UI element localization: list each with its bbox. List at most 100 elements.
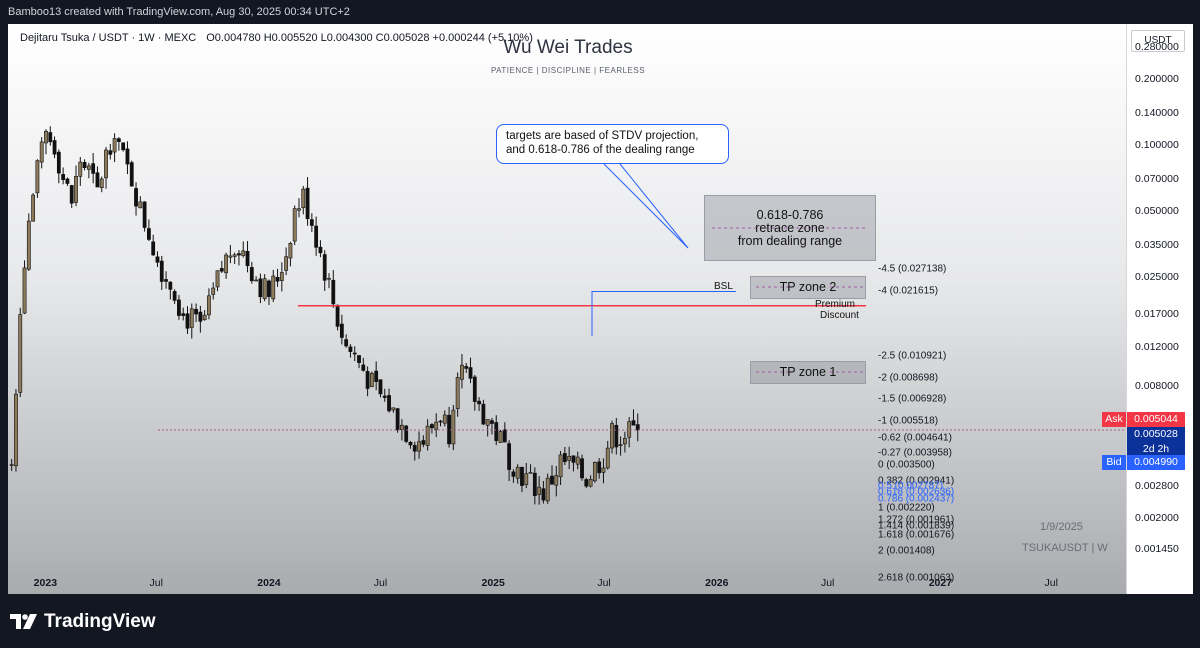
candle xyxy=(245,250,250,267)
candle xyxy=(198,311,203,322)
candle xyxy=(134,188,138,207)
ask-price: 0.005044 xyxy=(1127,412,1185,427)
candle xyxy=(78,161,83,177)
candle xyxy=(472,376,477,402)
candle xyxy=(82,162,87,168)
price-tick: 0.050000 xyxy=(1135,204,1179,217)
price-tick: 0.008000 xyxy=(1135,379,1179,392)
time-tick: Jul xyxy=(1044,577,1058,589)
candle xyxy=(228,255,233,258)
candle xyxy=(74,176,78,203)
candle xyxy=(635,424,640,431)
candle xyxy=(352,352,357,355)
price-tick: 0.025000 xyxy=(1135,271,1179,284)
candle xyxy=(618,444,623,446)
symbol-info[interactable]: Dejitaru Tsuka / USDT · 1W · MEXC xyxy=(20,32,197,44)
price-tick: 0.100000 xyxy=(1135,138,1179,151)
candle xyxy=(545,477,550,502)
price-tick: 0.001450 xyxy=(1135,542,1179,555)
candle xyxy=(580,458,584,479)
candle xyxy=(219,268,224,272)
candle xyxy=(537,486,542,495)
candle xyxy=(511,471,516,477)
candle xyxy=(95,172,100,188)
fib-level-label: -4 (0.021615) xyxy=(878,285,939,297)
candle xyxy=(408,442,413,446)
candle xyxy=(610,423,614,449)
candle xyxy=(339,323,344,338)
candle xyxy=(622,438,627,445)
candle xyxy=(288,243,293,259)
ohlc-values: O0.004780 H0.005520 L0.004300 C0.005028 … xyxy=(206,32,533,44)
price-scale[interactable] xyxy=(1126,24,1193,594)
candle xyxy=(194,308,198,315)
candle xyxy=(605,447,610,469)
candle xyxy=(237,253,241,256)
candle xyxy=(515,466,520,479)
candle xyxy=(361,364,366,371)
fib-level-label: -1 (0.005518) xyxy=(878,415,939,427)
candle xyxy=(387,395,391,412)
candle xyxy=(348,346,353,352)
currency-button[interactable]: USDT xyxy=(1131,30,1185,52)
candle xyxy=(322,254,327,281)
candle xyxy=(301,188,306,209)
candle xyxy=(588,478,593,487)
candle xyxy=(279,272,284,281)
candle xyxy=(254,279,259,282)
candle xyxy=(44,130,48,144)
candle xyxy=(627,421,632,438)
fib-level-label: -0.62 (0.004641) xyxy=(878,432,952,444)
candle xyxy=(177,299,181,316)
candle xyxy=(104,149,108,179)
last-price: 0.005028 2d 2h xyxy=(1127,427,1185,457)
time-tick: 2024 xyxy=(257,577,281,589)
discount-label: Discount xyxy=(820,310,859,321)
candle xyxy=(207,295,211,316)
chart-svg xyxy=(9,126,1126,505)
price-tick: 0.012000 xyxy=(1135,341,1179,354)
fib-level-label: 0.786 (0.002437) xyxy=(878,493,955,505)
premium-label: Premium xyxy=(815,299,856,310)
candle xyxy=(52,140,57,155)
fib-level-label: 1.618 (0.001676) xyxy=(878,529,955,541)
price-tick: 0.002000 xyxy=(1135,511,1179,524)
fib-level-label: 1.272 (0.001961) xyxy=(878,514,955,526)
candle xyxy=(507,443,512,470)
tradingview-footer[interactable]: TradingView xyxy=(10,610,156,634)
candle xyxy=(116,138,121,142)
candle xyxy=(31,194,36,222)
candle xyxy=(284,256,289,271)
fib-level-label: 0.382 (0.002941) xyxy=(878,475,955,487)
candle xyxy=(22,267,27,314)
candle xyxy=(382,395,387,398)
watermark-title: Wu Wei Trades xyxy=(503,37,633,58)
candle xyxy=(249,267,254,282)
candle xyxy=(125,148,130,165)
candle xyxy=(391,407,396,411)
candle xyxy=(215,270,220,288)
candle xyxy=(425,425,430,446)
candle xyxy=(297,208,301,211)
time-tick: Jul xyxy=(373,577,388,589)
candle xyxy=(185,313,190,329)
candle xyxy=(267,280,271,297)
candle xyxy=(65,178,70,184)
candle xyxy=(455,377,460,410)
fib-level-label: 1.414 (0.001839) xyxy=(878,520,955,532)
fib-level-label: 2 (0.001408) xyxy=(878,545,935,557)
candle xyxy=(241,250,246,256)
candle xyxy=(129,162,134,187)
candle xyxy=(151,241,156,256)
candle xyxy=(211,287,216,295)
time-tick: 2025 xyxy=(481,577,505,589)
tp-zone-2: TP zone 2 xyxy=(750,276,866,299)
candle xyxy=(138,201,143,209)
bsl-line xyxy=(591,290,736,336)
candle xyxy=(571,455,576,463)
candle xyxy=(69,185,74,204)
candle xyxy=(562,453,567,462)
retrace-zone: 0.618-0.786 retrace zone from dealing ra… xyxy=(704,195,876,261)
candle xyxy=(567,455,572,461)
candle xyxy=(412,445,417,452)
